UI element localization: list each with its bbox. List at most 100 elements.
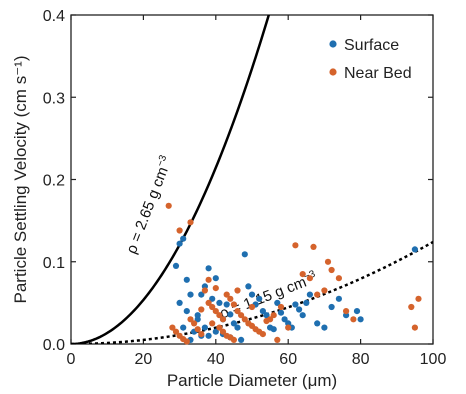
data-point-near-bed — [350, 316, 357, 323]
data-point-surface — [183, 276, 190, 283]
data-point-near-bed — [172, 328, 180, 335]
data-point-surface — [194, 312, 201, 319]
data-point-near-bed — [169, 324, 176, 331]
data-point-near-bed — [274, 336, 281, 343]
data-point-near-bed — [212, 308, 219, 315]
data-point-near-bed — [277, 303, 285, 311]
data-point-near-bed — [230, 301, 237, 308]
legend-marker — [329, 40, 337, 48]
data-point-surface — [328, 303, 335, 311]
data-point-near-bed — [408, 303, 415, 311]
data-point-surface — [223, 301, 230, 308]
data-point-near-bed — [198, 331, 205, 338]
data-point-surface — [187, 291, 194, 298]
data-point-near-bed — [335, 275, 342, 282]
x-tick-label: 80 — [352, 351, 370, 368]
data-point-surface — [270, 326, 277, 333]
x-tick-label: 60 — [279, 351, 297, 368]
data-point-surface — [274, 299, 281, 306]
y-tick-label: 0.4 — [43, 8, 65, 25]
data-point-surface — [212, 275, 219, 282]
data-point-surface — [299, 312, 306, 319]
data-point-near-bed — [306, 275, 313, 282]
data-point-near-bed — [227, 295, 234, 302]
data-point-near-bed — [270, 312, 277, 319]
data-point-surface — [256, 295, 263, 302]
data-point-surface — [296, 306, 303, 313]
data-point-surface — [198, 291, 205, 298]
data-point-near-bed — [328, 266, 335, 274]
data-point-surface — [306, 291, 313, 298]
data-point-surface — [335, 295, 342, 302]
data-point-near-bed — [415, 295, 422, 302]
data-point-surface — [238, 336, 245, 343]
data-point-surface — [259, 308, 266, 315]
data-point-surface — [353, 308, 361, 315]
data-point-surface — [201, 324, 208, 331]
data-point-surface — [172, 262, 180, 269]
data-point-surface — [281, 316, 288, 323]
x-tick-label: 40 — [207, 351, 225, 368]
data-point-near-bed — [230, 336, 237, 343]
data-point-surface — [241, 251, 248, 258]
legend-label: Surface — [344, 37, 399, 54]
data-point-surface — [303, 299, 310, 306]
data-point-surface — [205, 265, 212, 272]
data-point-near-bed — [234, 308, 241, 315]
settling-curve-1 — [71, 240, 433, 344]
data-point-surface — [230, 320, 237, 327]
scatter-points — [165, 202, 422, 345]
data-point-near-bed — [216, 324, 223, 331]
data-point-near-bed — [191, 320, 198, 327]
data-point-surface — [321, 324, 328, 331]
data-point-near-bed — [267, 316, 274, 323]
data-point-near-bed — [216, 312, 223, 319]
data-point-surface — [205, 332, 212, 339]
x-tick-label: 0 — [67, 351, 76, 368]
data-point-near-bed — [259, 331, 266, 338]
data-point-near-bed — [248, 303, 256, 311]
legend-marker — [329, 68, 337, 76]
y-tick-label: 0.2 — [43, 173, 65, 190]
data-point-surface — [263, 312, 270, 319]
tick-labels: 0 20 40 60 80 100 0.0 0.1 0.2 0.3 0.4 — [43, 8, 447, 368]
data-point-near-bed — [411, 324, 418, 331]
y-tick-label: 0.3 — [43, 90, 65, 107]
data-point-surface — [411, 246, 418, 253]
data-point-near-bed — [205, 299, 212, 306]
data-point-surface — [176, 299, 183, 306]
data-point-near-bed — [201, 287, 208, 294]
x-axis-label: Particle Diameter (μm) — [167, 371, 337, 390]
data-point-near-bed — [212, 285, 219, 292]
data-point-near-bed — [165, 202, 172, 209]
data-point-near-bed — [310, 243, 317, 250]
data-point-near-bed — [324, 258, 332, 265]
x-tick-label: 100 — [420, 351, 447, 368]
data-point-near-bed — [343, 308, 350, 315]
data-point-near-bed — [176, 227, 183, 234]
data-point-surface — [176, 240, 183, 247]
data-point-near-bed — [187, 219, 194, 226]
data-point-near-bed — [187, 316, 194, 323]
x-tick-label: 20 — [135, 351, 153, 368]
settling-curve-0 — [71, 15, 271, 344]
data-point-near-bed — [219, 328, 227, 335]
data-point-surface — [292, 301, 299, 308]
data-point-surface — [248, 291, 256, 298]
data-point-surface — [234, 324, 241, 331]
data-point-near-bed — [194, 326, 201, 333]
data-point-near-bed — [183, 338, 190, 345]
legend-label: Near Bed — [344, 65, 412, 82]
data-point-near-bed — [238, 312, 245, 319]
data-point-near-bed — [198, 306, 205, 313]
data-point-surface — [216, 299, 223, 306]
data-point-near-bed — [299, 271, 306, 278]
data-point-near-bed — [321, 287, 328, 294]
data-point-surface — [183, 308, 190, 315]
y-tick-label: 0.0 — [43, 337, 65, 354]
data-point-surface — [357, 316, 364, 323]
data-point-surface — [180, 324, 187, 331]
data-point-surface — [314, 320, 321, 327]
data-point-surface — [227, 311, 234, 318]
